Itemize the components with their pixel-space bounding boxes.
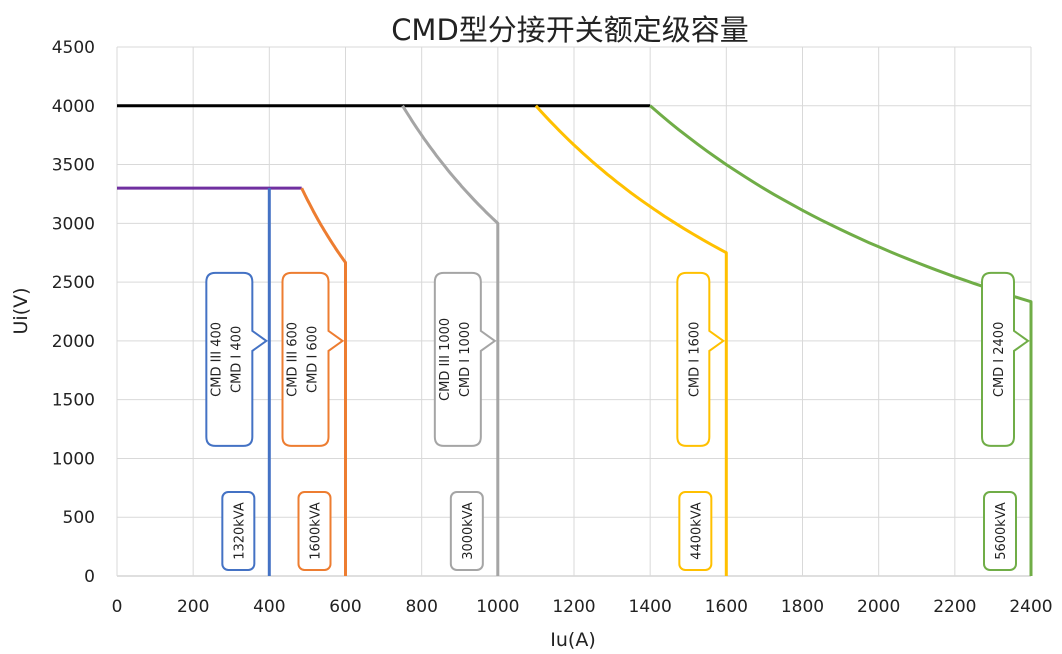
y-tick-labels: 0 500 1000 1500 2000 2500 3000 3500 4000 4500 (52, 38, 95, 587)
y-tick-label: 2500 (52, 273, 95, 293)
callouts-group: CMD III 400 CMD I 400 CMD III 600 CMD I 600… (205, 271, 1030, 447)
kva-box (297, 491, 332, 571)
kva-label: 1320kVA (232, 502, 247, 560)
y-tick-label: 500 (63, 508, 95, 528)
y-tick-label: 0 (84, 567, 95, 587)
x-tick-label: 800 (405, 597, 437, 617)
series-line (401, 105, 500, 576)
callout-label: CMD I 400 (229, 326, 244, 393)
y-tick-label: 1000 (52, 449, 95, 469)
y-tick-label: 3000 (52, 214, 95, 234)
callout-label: CMD I 1000 (458, 322, 473, 398)
kva-label: 4400kVA (689, 502, 704, 560)
callout-label: CMD III 600 (286, 322, 301, 397)
x-tick-label: 200 (177, 597, 209, 617)
chart-title: CMD型分接开关额定级容量 (391, 13, 749, 47)
y-tick-label: 4000 (52, 97, 95, 117)
callout-label: CMD I 1600 (687, 322, 702, 398)
callout-label: CMD I 2400 (992, 322, 1007, 398)
x-tick-label: 400 (253, 597, 285, 617)
callout-box (205, 271, 269, 447)
x-tick-label: 1800 (781, 597, 824, 617)
callout-box (433, 271, 497, 447)
x-tick-label: 2200 (933, 597, 976, 617)
series-line (300, 187, 347, 576)
kva-box (678, 491, 713, 571)
x-tick-label: 2400 (1009, 597, 1052, 617)
series-line (534, 104, 728, 576)
callout-box (281, 271, 345, 447)
kva-label: 1600kVA (309, 502, 324, 560)
x-tick-label: 1000 (476, 597, 519, 617)
kva-box (983, 491, 1017, 571)
callout-box (981, 271, 1030, 447)
callout-label: CMD I 600 (306, 326, 321, 393)
y-axis-title: Ui(V) (10, 287, 32, 334)
x-tick-labels: 0 200 400 600 800 1000 1200 1400 1600 1800 2000 220… (112, 597, 1053, 617)
kva-box (221, 491, 256, 571)
callout-label: CMD III 1000 (438, 318, 453, 401)
x-tick-label: 0 (112, 597, 123, 617)
series-group (117, 104, 1033, 576)
kva-box (449, 491, 484, 571)
callout-label: CMD III 400 (209, 322, 224, 397)
y-tick-label: 1500 (52, 391, 95, 411)
x-tick-label: 600 (329, 597, 361, 617)
x-tick-label: 1400 (629, 597, 672, 617)
x-tick-label: 2000 (857, 597, 900, 617)
y-tick-label: 4500 (52, 38, 95, 58)
callout-box (676, 271, 726, 447)
kva-label: 5600kVA (994, 502, 1009, 560)
y-tick-label: 2000 (52, 332, 95, 352)
x-tick-label: 1200 (552, 597, 595, 617)
y-tick-label: 3500 (52, 156, 95, 176)
x-axis-title: Iu(A) (550, 629, 595, 651)
x-tick-label: 1600 (705, 597, 748, 617)
series-line (649, 104, 1033, 576)
kva-labels-group: 1320kVA 1600kVA 3000kVA 4400kVA 5600kVA (221, 491, 1017, 571)
kva-label: 3000kVA (461, 502, 476, 560)
